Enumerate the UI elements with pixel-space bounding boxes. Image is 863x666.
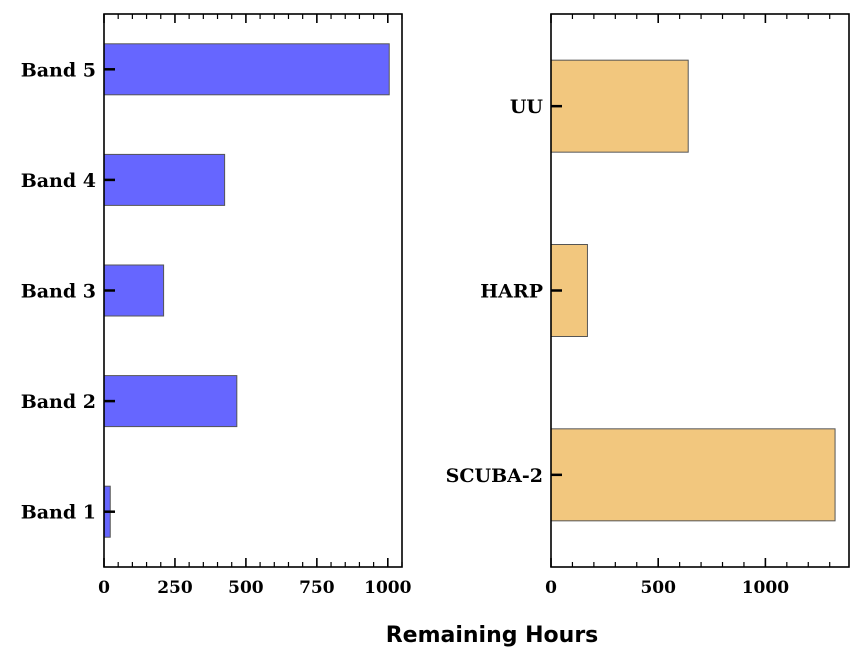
x-tick-label: 1000 xyxy=(742,578,789,598)
x-tick-label: 1000 xyxy=(364,578,411,598)
y-tick-label-band-4: Band 4 xyxy=(21,170,96,192)
bar-uu xyxy=(550,59,689,153)
bar-band-4 xyxy=(103,153,226,206)
x-tick-label: 500 xyxy=(228,578,264,598)
y-tick-label-uu: UU xyxy=(510,96,544,118)
y-tick-label-scuba-2: SCUBA-2 xyxy=(446,465,543,487)
x-tick-label: 250 xyxy=(157,578,193,598)
x-tick-label: 750 xyxy=(299,578,335,598)
y-tick-label-band-5: Band 5 xyxy=(21,59,96,81)
shared-x-axis-label: Remaining Hours xyxy=(386,623,599,648)
bar-band-2 xyxy=(103,375,238,428)
x-tick-label: 0 xyxy=(98,578,110,598)
left-chart-bands: Band 1 Band 2 Band 3 Band 4 Band 5 0 250 500 750… xyxy=(21,13,412,598)
y-tick-label-band-2: Band 2 xyxy=(21,391,96,413)
right-chart-instruments: SCUBA-2 HARP UU 0 500 1000 xyxy=(446,13,850,598)
y-tick-label-harp: HARP xyxy=(480,281,543,303)
bar-scuba-2 xyxy=(550,428,836,522)
bar-band-5 xyxy=(103,43,390,96)
x-tick-label: 0 xyxy=(545,578,557,598)
y-tick-label-band-3: Band 3 xyxy=(21,281,96,303)
y-tick-label-band-1: Band 1 xyxy=(21,502,96,524)
x-tick-label: 500 xyxy=(640,578,676,598)
